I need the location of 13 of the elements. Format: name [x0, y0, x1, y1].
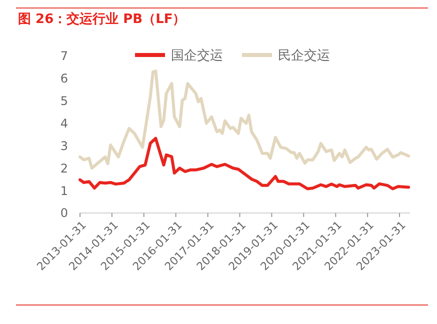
y-tick-label: 2 — [60, 161, 68, 176]
y-tick-label: 1 — [60, 184, 68, 198]
y-tick-label: 3 — [60, 138, 68, 153]
chart-title: 图 26：交运行业 PB（LF） — [18, 11, 186, 27]
y-tick-label: 0 — [60, 206, 68, 220]
legend-label: 国企交运 — [171, 48, 223, 64]
legend-label: 民企交运 — [278, 48, 330, 64]
y-tick-label: 5 — [60, 94, 68, 108]
y-tick-label: 4 — [60, 116, 68, 130]
y-tick-label: 6 — [60, 72, 68, 86]
y-tick-label: 7 — [60, 49, 68, 64]
line-series — [78, 136, 410, 190]
line-series — [78, 70, 410, 170]
